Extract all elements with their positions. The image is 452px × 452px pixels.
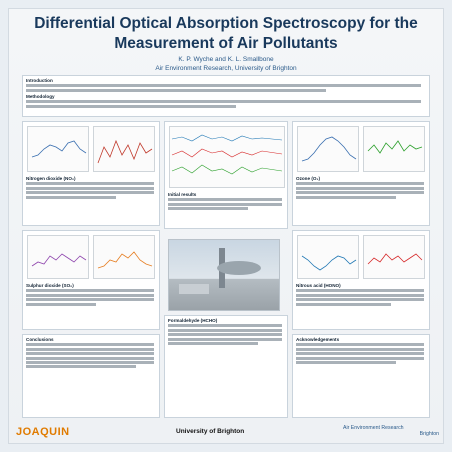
text-line [296, 347, 424, 351]
text-line [168, 198, 282, 202]
hcho-panel: Formaldehyde (HCHO) [164, 315, 288, 418]
text-line [26, 88, 326, 92]
no2-heading: Nitrogen dioxide (NO₂) [26, 176, 76, 181]
brighton-logo: University of Brighton [176, 428, 244, 435]
affiliation: Air Environment Research, University of … [155, 65, 297, 72]
brighton-logo-text: University of Brighton [176, 428, 245, 435]
logo-bar: JOAQUIN University of Brighton Air Envir… [8, 424, 444, 444]
text-line [26, 182, 154, 186]
acknowledgements-panel: Acknowledgements [292, 334, 430, 418]
text-line [26, 100, 421, 104]
aer-logo: Air Environment Research Brighton [343, 425, 439, 437]
text-line [168, 328, 282, 332]
introduction-panel: Introduction Methodology [22, 75, 430, 117]
text-line [26, 360, 154, 364]
o3-heading: Ozone (O₃) [296, 176, 321, 181]
text-line [296, 195, 396, 199]
o3-diurnal-plot [297, 126, 359, 172]
hono-plot-1 [297, 235, 359, 279]
conclusions-panel: Conclusions [22, 334, 160, 418]
joaquin-logo-text: JOAQUIN [16, 426, 70, 438]
text-line [168, 333, 282, 337]
text-line [26, 293, 154, 297]
hono-panel: Nitrous acid (HONO) [292, 230, 430, 330]
text-line [26, 191, 154, 195]
hono-heading: Nitrous acid (HONO) [296, 283, 341, 288]
o3-timeseries-plot [363, 126, 425, 172]
text-line [26, 195, 116, 199]
initial-results-panel: Initial results [164, 121, 288, 229]
title-line-2: Measurement of Air Pollutants [114, 35, 338, 52]
no2-timeseries-svg [97, 139, 153, 164]
results-plot-svg [171, 134, 283, 175]
text-line [26, 352, 154, 356]
text-line [296, 343, 424, 347]
so2-plot-2 [93, 235, 155, 279]
so2-plot-1-svg [31, 253, 87, 267]
text-line [26, 84, 421, 88]
no2-plot-svg [31, 140, 87, 158]
text-line [168, 207, 248, 211]
hono-plot-1-svg [301, 255, 357, 271]
so2-plot-1 [27, 235, 89, 279]
text-line [26, 104, 236, 108]
text-line [296, 298, 424, 302]
text-line [168, 337, 282, 341]
aer-logo-text: Air Environment Research [343, 425, 404, 431]
text-line [168, 341, 258, 345]
title-line-1: Differential Optical Absorption Spectros… [34, 15, 418, 32]
so2-plot-2-svg [97, 251, 153, 269]
so2-panel: Sulphur dioxide (SO₂) [22, 230, 160, 330]
text-line [26, 365, 136, 369]
text-line [26, 356, 154, 360]
text-line [296, 352, 424, 356]
text-line [26, 186, 154, 190]
poster-authors-block: K. P. Wyche and K. L. Smallbone Air Envi… [0, 55, 452, 73]
authors: K. P. Wyche and K. L. Smallbone [178, 56, 274, 63]
hcho-heading: Formaldehyde (HCHO) [168, 318, 218, 323]
text-line [168, 202, 282, 206]
acknowledgements-heading: Acknowledgements [296, 337, 340, 342]
results-timeseries-plot [169, 126, 285, 188]
text-line [296, 191, 424, 195]
initial-results-heading: Initial results [168, 192, 197, 197]
text-line [296, 186, 424, 190]
aer-logo-subtext: Brighton [419, 431, 439, 437]
text-line [296, 182, 424, 186]
text-line [296, 360, 396, 364]
text-line [296, 356, 424, 360]
poster-title: Differential Optical Absorption Spectros… [0, 14, 452, 54]
instrument-photo [168, 239, 280, 311]
o3-panel: Ozone (O₃) [292, 121, 430, 226]
text-line [26, 298, 154, 302]
photo-svg [179, 248, 261, 294]
o3-timeseries-svg [367, 140, 423, 154]
no2-timeseries-plot [93, 126, 155, 172]
hono-plot-2 [363, 235, 425, 279]
no2-diurnal-plot [27, 126, 89, 172]
text-line [296, 289, 424, 293]
o3-plot-svg [301, 136, 357, 162]
so2-heading: Sulphur dioxide (SO₂) [26, 283, 74, 288]
hono-plot-2-svg [367, 253, 423, 265]
no2-panel: Nitrogen dioxide (NO₂) [22, 121, 160, 226]
text-line [168, 324, 282, 328]
text-line [26, 343, 154, 347]
text-line [296, 302, 391, 306]
text-line [26, 302, 96, 306]
conclusions-heading: Conclusions [26, 337, 54, 342]
joaquin-logo: JOAQUIN [16, 426, 70, 438]
text-line [296, 293, 424, 297]
text-line [26, 289, 154, 293]
introduction-heading: Introduction [26, 78, 53, 83]
text-line [26, 347, 154, 351]
methodology-heading: Methodology [26, 93, 55, 99]
